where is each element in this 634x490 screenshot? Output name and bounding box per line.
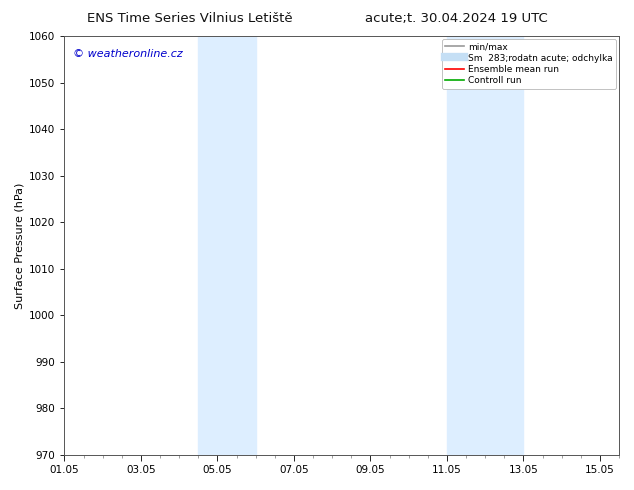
Text: ENS Time Series Vilnius Letiště: ENS Time Series Vilnius Letiště: [87, 12, 293, 25]
Y-axis label: Surface Pressure (hPa): Surface Pressure (hPa): [15, 182, 25, 309]
Text: © weatheronline.cz: © weatheronline.cz: [73, 49, 183, 59]
Bar: [447, 36, 524, 455]
Legend: min/max, Sm  283;rodatn acute; odchylka, Ensemble mean run, Controll run: min/max, Sm 283;rodatn acute; odchylka, …: [442, 39, 616, 89]
Text: acute;t. 30.04.2024 19 UTC: acute;t. 30.04.2024 19 UTC: [365, 12, 548, 25]
Bar: [198, 36, 256, 455]
